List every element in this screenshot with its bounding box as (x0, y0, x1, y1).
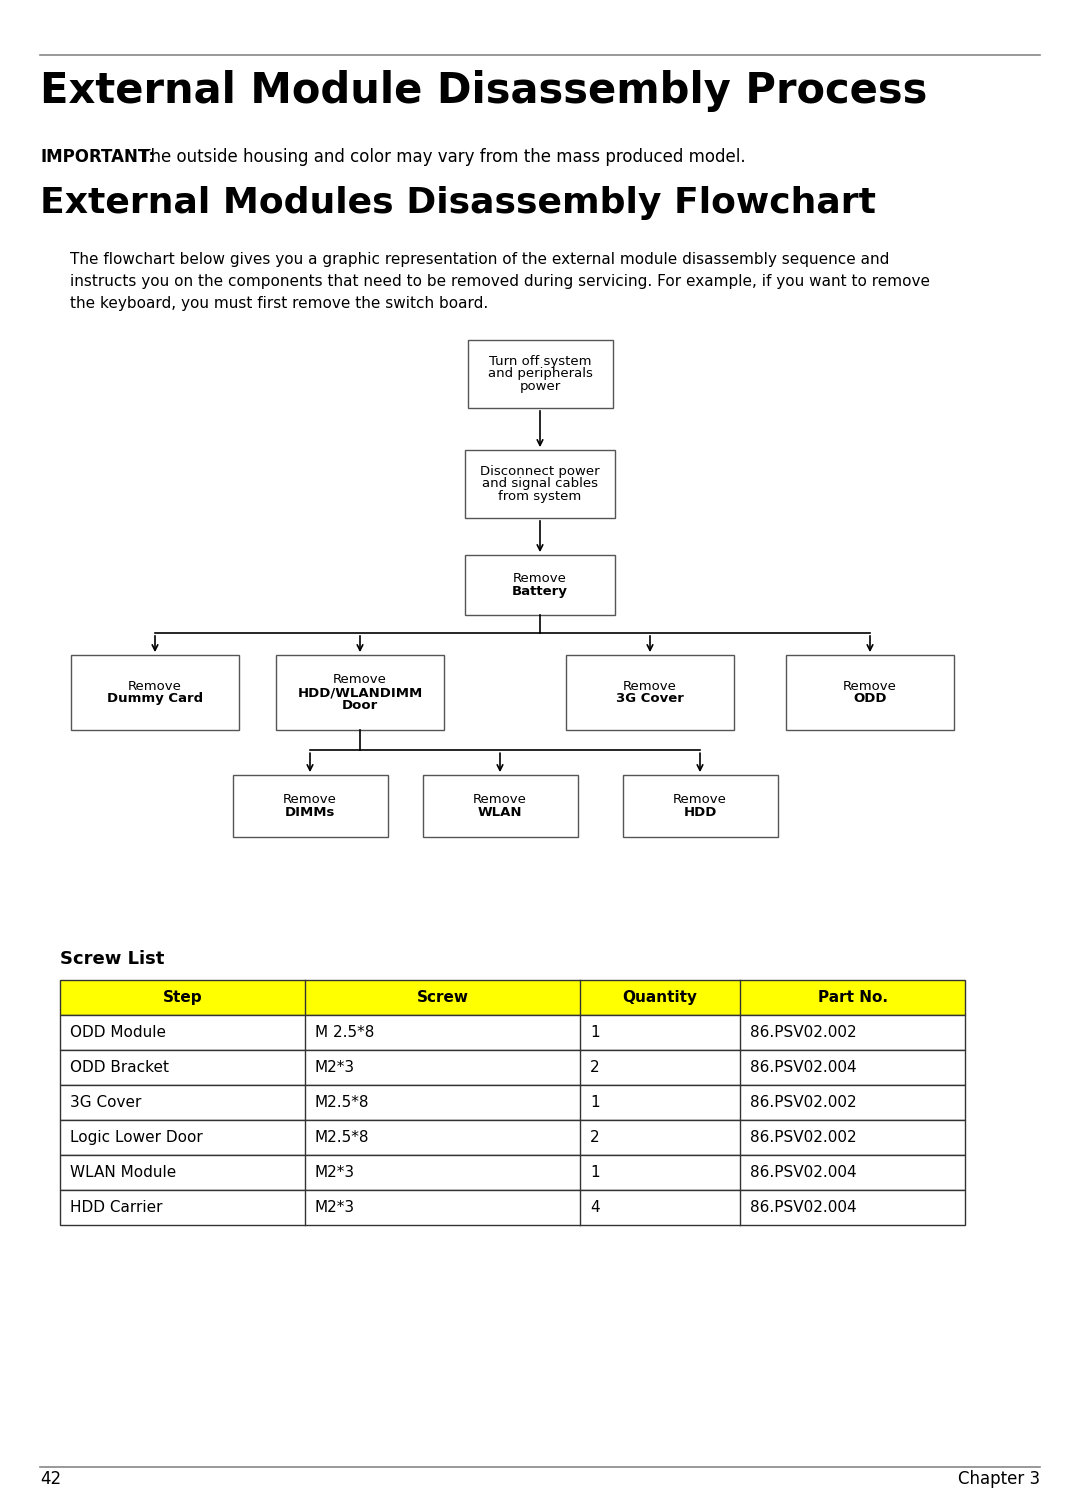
Text: Logic Lower Door: Logic Lower Door (70, 1129, 203, 1145)
Text: 86.PSV02.002: 86.PSV02.002 (750, 1095, 856, 1110)
Text: 2: 2 (590, 1129, 599, 1145)
Text: Remove: Remove (129, 679, 181, 692)
Text: Remove: Remove (513, 572, 567, 585)
Text: 1: 1 (590, 1095, 599, 1110)
Text: M 2.5*8: M 2.5*8 (315, 1025, 375, 1040)
Text: 86.PSV02.002: 86.PSV02.002 (750, 1025, 856, 1040)
Text: 2: 2 (590, 1060, 599, 1075)
Text: 86.PSV02.004: 86.PSV02.004 (750, 1201, 856, 1216)
Text: External Module Disassembly Process: External Module Disassembly Process (40, 70, 928, 112)
Bar (60, 1155, 966, 1190)
Text: 42: 42 (40, 1470, 62, 1488)
Text: power: power (519, 381, 561, 393)
Text: 3G Cover: 3G Cover (70, 1095, 141, 1110)
Text: WLAN Module: WLAN Module (70, 1166, 176, 1179)
Text: 86.PSV02.004: 86.PSV02.004 (750, 1166, 856, 1179)
Text: HDD/WLANDIMM: HDD/WLANDIMM (297, 686, 422, 699)
Bar (60, 1190, 966, 1225)
Text: the keyboard, you must first remove the switch board.: the keyboard, you must first remove the … (70, 296, 488, 311)
Text: M2.5*8: M2.5*8 (315, 1129, 369, 1145)
Bar (60, 980, 966, 1015)
Text: Screw List: Screw List (60, 950, 164, 968)
Text: Quantity: Quantity (622, 990, 698, 1005)
Bar (566, 655, 734, 730)
Bar (468, 340, 612, 408)
Text: instructs you on the components that need to be removed during servicing. For ex: instructs you on the components that nee… (70, 274, 930, 289)
Text: and peripherals: and peripherals (487, 367, 593, 381)
Bar (465, 451, 615, 519)
Text: M2*3: M2*3 (315, 1060, 355, 1075)
Text: Step: Step (163, 990, 202, 1005)
Text: The flowchart below gives you a graphic representation of the external module di: The flowchart below gives you a graphic … (70, 253, 889, 268)
Text: 1: 1 (590, 1025, 599, 1040)
Text: Door: Door (342, 699, 378, 712)
Text: Remove: Remove (673, 794, 727, 806)
Bar (276, 655, 444, 730)
Text: M2.5*8: M2.5*8 (315, 1095, 369, 1110)
Text: External Modules Disassembly Flowchart: External Modules Disassembly Flowchart (40, 186, 876, 221)
Bar (465, 555, 615, 615)
Text: The outside housing and color may vary from the mass produced model.: The outside housing and color may vary f… (135, 148, 745, 166)
Text: M2*3: M2*3 (315, 1166, 355, 1179)
Text: Screw: Screw (417, 990, 469, 1005)
Text: 86.PSV02.002: 86.PSV02.002 (750, 1129, 856, 1145)
Text: 86.PSV02.004: 86.PSV02.004 (750, 1060, 856, 1075)
Text: WLAN: WLAN (477, 806, 523, 820)
Text: and signal cables: and signal cables (482, 478, 598, 490)
Text: Turn off system: Turn off system (489, 355, 591, 367)
Text: Remove: Remove (623, 679, 677, 692)
Text: ODD: ODD (853, 692, 887, 706)
Text: DIMMs: DIMMs (285, 806, 335, 820)
Bar (60, 1120, 966, 1155)
Bar (232, 776, 388, 838)
Text: Remove: Remove (283, 794, 337, 806)
Text: Dummy Card: Dummy Card (107, 692, 203, 706)
Text: Part No.: Part No. (818, 990, 888, 1005)
Text: HDD Carrier: HDD Carrier (70, 1201, 162, 1216)
Bar (422, 776, 578, 838)
Text: Remove: Remove (843, 679, 896, 692)
Bar (60, 1015, 966, 1049)
Text: Remove: Remove (473, 794, 527, 806)
Text: Battery: Battery (512, 585, 568, 597)
Text: from system: from system (498, 490, 582, 503)
Text: Chapter 3: Chapter 3 (958, 1470, 1040, 1488)
Text: Remove: Remove (333, 673, 387, 686)
Bar (60, 1049, 966, 1086)
Text: 1: 1 (590, 1166, 599, 1179)
Text: 3G Cover: 3G Cover (616, 692, 684, 706)
Text: ODD Module: ODD Module (70, 1025, 166, 1040)
Bar (622, 776, 778, 838)
Text: ODD Bracket: ODD Bracket (70, 1060, 168, 1075)
Text: 4: 4 (590, 1201, 599, 1216)
Text: HDD: HDD (684, 806, 717, 820)
Bar (60, 1086, 966, 1120)
Bar (786, 655, 954, 730)
Text: IMPORTANT:: IMPORTANT: (40, 148, 156, 166)
Text: M2*3: M2*3 (315, 1201, 355, 1216)
Bar (71, 655, 239, 730)
Text: Disconnect power: Disconnect power (481, 464, 599, 478)
